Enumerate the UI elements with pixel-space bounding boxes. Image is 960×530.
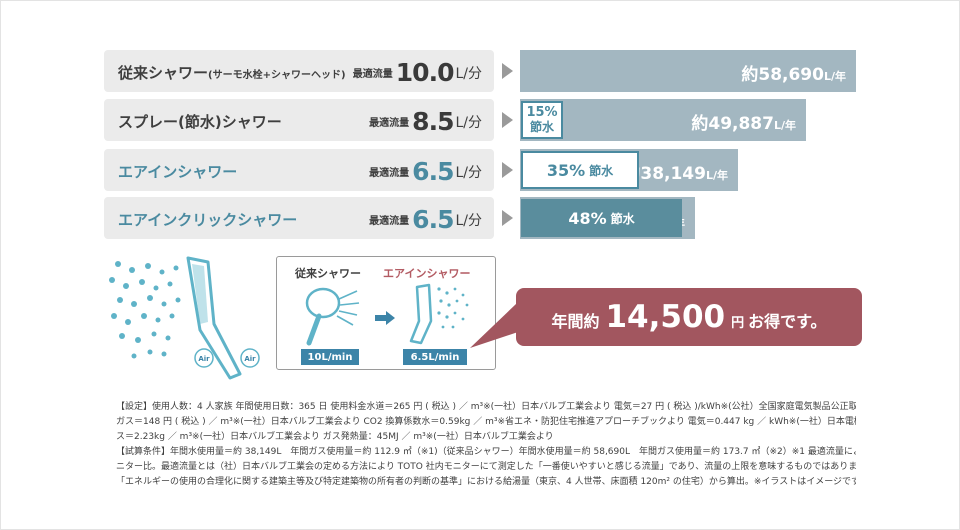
footnote-line: 【設定】使用人数：4 人家族 年間使用日数：365 日 使用料金水道＝265 円… bbox=[116, 402, 856, 412]
category-label-group: 従来シャワー(サーモ水栓+シャワーヘッド) bbox=[118, 62, 346, 83]
annual-savings-callout: 年間約 14,500 円 お得です。 bbox=[516, 288, 862, 346]
category-label-box: エアインクリックシャワー 最適流量 6.5 L/分 bbox=[104, 197, 494, 239]
flow-value: 10.0 bbox=[395, 58, 455, 87]
savings-percent: 15% bbox=[526, 105, 558, 120]
category-label-box: エアインシャワー 最適流量 6.5 L/分 bbox=[104, 149, 494, 191]
flow-value: 6.5 bbox=[412, 157, 454, 186]
shower-comparison-box: 従来シャワー エアインシャワー 10L/min 6.5L/min bbox=[276, 256, 496, 370]
footnote-line: ガス＝148 円 ( 税込 ) ／ m³※(一社）日本バルブ工業会より CO2 … bbox=[116, 417, 856, 427]
savings-segment: 15% 節水 bbox=[521, 101, 563, 139]
bar-area: 約49,887L/年 15% 節水 bbox=[520, 99, 856, 141]
air-badge-2 bbox=[240, 348, 260, 368]
bar-area: 約30,519L/年48%節水 bbox=[520, 197, 856, 239]
footnote-line: 【試算条件】年間水使用量＝約 38,149L 年間ガス使用量＝約 112.9 ㎥… bbox=[116, 447, 856, 457]
flow-unit: L/分 bbox=[455, 115, 482, 131]
footnotes: 【設定】使用人数：4 人家族 年間使用日数：365 日 使用料金水道＝265 円… bbox=[116, 400, 856, 490]
usage-value-label: 約38,149L/年 bbox=[623, 159, 728, 184]
usage-unit: L/年 bbox=[823, 70, 846, 83]
compare-new-title: エアインシャワー bbox=[383, 267, 471, 280]
shower-head-illustration: Air Air bbox=[109, 256, 260, 380]
new-flow-badge: 6.5L/min bbox=[403, 349, 467, 365]
category-label: スプレー(節水)シャワー bbox=[118, 113, 282, 131]
usage-value: 約58,690 bbox=[741, 65, 824, 85]
optimal-flow: 最適流量 6.5 L/分 bbox=[369, 201, 482, 235]
category-label: エアインクリックシャワー bbox=[118, 211, 298, 229]
savings-percent: 35% bbox=[546, 160, 586, 180]
air-label-1: Air bbox=[198, 355, 210, 363]
flow-caption: 最適流量 bbox=[369, 168, 410, 179]
bar-area: 約58,690L/年 bbox=[520, 50, 856, 92]
flow-caption: 最適流量 bbox=[369, 216, 410, 227]
usage-bar: 約58,690L/年 bbox=[520, 50, 856, 92]
chart-row: エアインシャワー 最適流量 6.5 L/分 約38,149L/年 35% 節水 bbox=[104, 149, 856, 191]
usage-unit: L/年 bbox=[705, 169, 728, 182]
footnote-line: ス＝2.23kg ／ m³※(一社）日本バルブ工業会より ガス発熱量：45MJ … bbox=[116, 432, 554, 442]
old-flow-badge: 10L/min bbox=[301, 349, 359, 365]
usage-value: 約38,149 bbox=[623, 164, 706, 184]
category-label-box: スプレー(節水)シャワー 最適流量 8.5 L/分 bbox=[104, 99, 494, 141]
category-label: エアインシャワー bbox=[118, 163, 238, 181]
air-badge-1 bbox=[194, 348, 214, 368]
water-spray-dots bbox=[109, 261, 181, 359]
optimal-flow: 最適流量 8.5 L/分 bbox=[369, 103, 482, 137]
old-shower-icon bbox=[305, 287, 360, 346]
compare-old-title: 従来シャワー bbox=[295, 267, 361, 280]
savings-word: 節水 bbox=[610, 211, 635, 226]
row-arrow-icon bbox=[502, 210, 513, 226]
optimal-flow: 最適流量 10.0 L/分 bbox=[353, 54, 482, 88]
flow-caption: 最適流量 bbox=[352, 69, 393, 80]
callout-tail bbox=[470, 304, 530, 348]
row-arrow-icon bbox=[502, 112, 513, 128]
savings-segment: 35% 節水 bbox=[521, 151, 639, 189]
chart-row: 従来シャワー(サーモ水栓+シャワーヘッド) 最適流量 10.0 L/分 約58,690L… bbox=[104, 50, 856, 92]
savings-percent: 48% bbox=[568, 208, 607, 228]
footnote-line: 「エネルギーの使用の合理化に関する建築主等及び特定建築物の所有者の判断の基準」に… bbox=[116, 477, 856, 487]
usage-unit: L/年 bbox=[773, 119, 796, 132]
row-arrow-icon bbox=[502, 162, 513, 178]
flow-value: 8.5 bbox=[412, 107, 454, 136]
savings-word: 節水 bbox=[589, 163, 614, 178]
savings-word: 節水 bbox=[529, 120, 554, 134]
bar-area: 約38,149L/年 35% 節水 bbox=[520, 149, 856, 191]
flow-unit: L/分 bbox=[455, 66, 482, 82]
callout-suffix: お得です。 bbox=[748, 312, 827, 331]
category-label-box: 従来シャワー(サーモ水栓+シャワーヘッド) 最適流量 10.0 L/分 bbox=[104, 50, 494, 92]
usage-bar: 約49,887L/年 bbox=[520, 99, 806, 141]
flow-value: 6.5 bbox=[412, 205, 454, 234]
compare-arrow-icon bbox=[375, 311, 395, 325]
flow-caption: 最適流量 bbox=[369, 118, 410, 129]
category-label: 従来シャワー bbox=[118, 64, 209, 82]
callout-unit: 円 bbox=[731, 315, 745, 331]
usage-value-label: 約58,690L/年 bbox=[741, 60, 846, 85]
chart-row: スプレー(節水)シャワー 最適流量 8.5 L/分 約49,887L/年 15% 節水 bbox=[104, 99, 856, 141]
flow-unit: L/分 bbox=[455, 213, 482, 229]
air-label-2: Air bbox=[244, 355, 256, 363]
airin-shower-icon bbox=[409, 283, 469, 345]
optimal-flow: 最適流量 6.5 L/分 bbox=[369, 153, 482, 187]
flow-unit: L/分 bbox=[455, 165, 482, 181]
callout-amount: 14,500 bbox=[605, 299, 726, 335]
savings-segment: 48% 節水 bbox=[521, 199, 682, 237]
callout-prefix: 年間約 bbox=[551, 312, 600, 331]
category-sublabel: (サーモ水栓+シャワーヘッド) bbox=[208, 70, 346, 81]
usage-value-label: 約49,887L/年 bbox=[691, 109, 796, 134]
usage-value: 約49,887 bbox=[691, 114, 774, 134]
row-arrow-icon bbox=[502, 63, 513, 79]
footnote-line: ニター比。最適流量とは（社）日本バルブ工業会の定める方法により TOTO 社内モ… bbox=[116, 462, 856, 472]
